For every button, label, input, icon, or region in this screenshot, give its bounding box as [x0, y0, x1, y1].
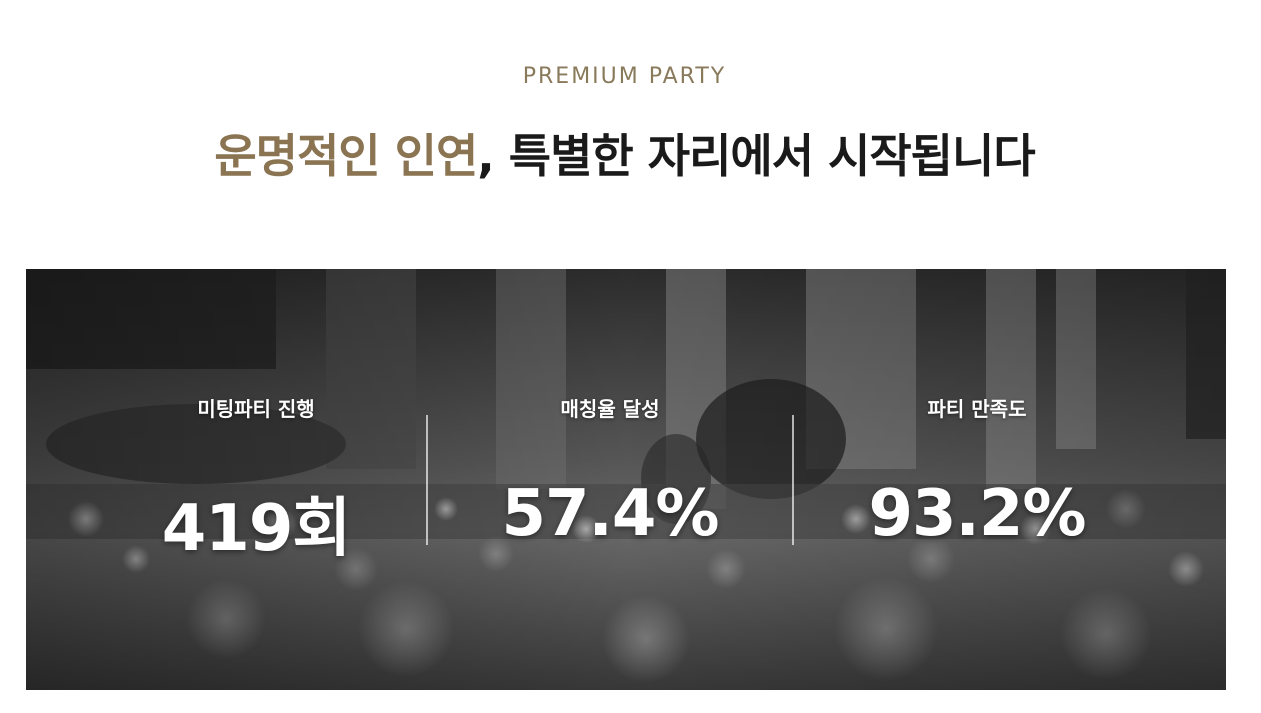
stat-divider	[792, 415, 794, 545]
stat-party-satisfaction: 파티 만족도 93.2%	[794, 269, 1160, 690]
stat-label: 미팅파티 진행	[197, 397, 315, 421]
stat-label: 매칭율 달성	[560, 397, 660, 421]
stat-value: 93.2%	[868, 477, 1086, 551]
stat-meeting-parties: 미팅파티 진행 419회	[76, 269, 436, 690]
eyebrow-text: PREMIUM PARTY	[522, 64, 727, 89]
stat-matching-rate: 매칭율 달성 57.4%	[428, 269, 792, 690]
party-background-image	[26, 269, 1226, 690]
headline-rest: , 특별한 자리에서 시작됩니다	[477, 129, 1035, 183]
stat-label: 파티 만족도	[927, 397, 1027, 421]
stats-banner: 미팅파티 진행 419회 매칭율 달성 57.4% 파티 만족도 93.2%	[26, 269, 1226, 690]
section-headline: 운명적인 인연, 특별한 자리에서 시작됩니다	[0, 120, 1249, 186]
headline-accent: 운명적인 인연	[214, 129, 478, 183]
stat-value: 419회	[161, 492, 351, 566]
stat-value: 57.4%	[501, 477, 719, 551]
stat-divider	[426, 415, 428, 545]
